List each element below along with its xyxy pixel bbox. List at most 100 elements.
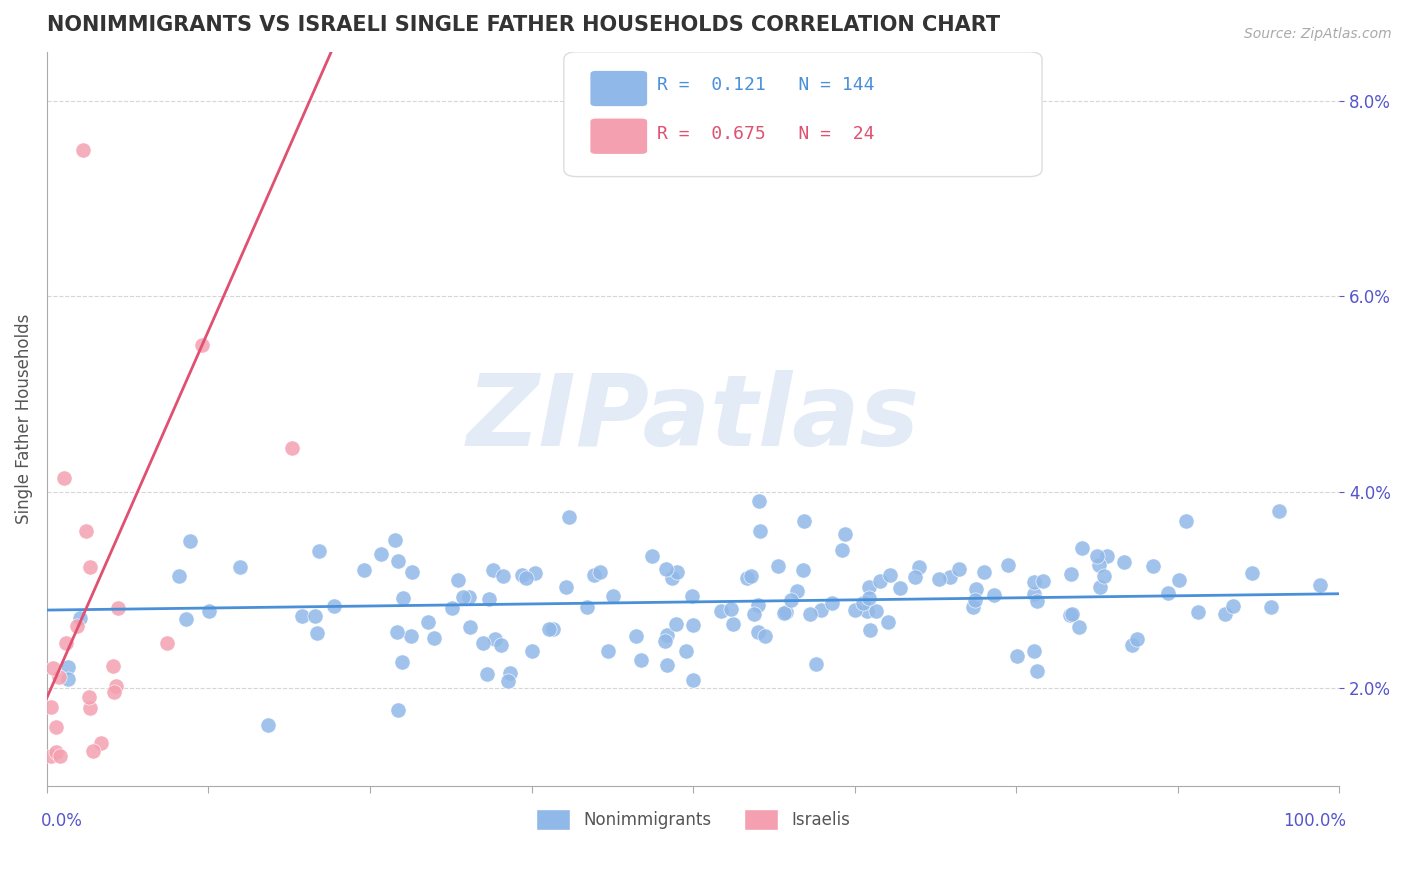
Nonimmigrants (472, 635, 495, 649)
Nonimmigrants (965, 593, 987, 607)
Nonimmigrants (176, 612, 198, 626)
Nonimmigrants (775, 605, 797, 619)
Nonimmigrants (844, 603, 866, 617)
Nonimmigrants (747, 625, 769, 640)
Nonimmigrants (834, 527, 856, 541)
Nonimmigrants (475, 667, 498, 681)
Nonimmigrants (458, 590, 481, 604)
Israelis (53, 470, 76, 484)
Nonimmigrants (1024, 643, 1046, 657)
Nonimmigrants (810, 603, 832, 617)
Nonimmigrants (766, 559, 789, 574)
Nonimmigrants (665, 565, 688, 579)
Nonimmigrants (681, 589, 703, 603)
Nonimmigrants (440, 601, 463, 615)
Israelis (90, 736, 112, 750)
Nonimmigrants (740, 569, 762, 583)
Nonimmigrants (478, 591, 501, 606)
Nonimmigrants (229, 560, 252, 574)
Nonimmigrants (598, 644, 620, 658)
Nonimmigrants (742, 607, 765, 621)
Israelis (39, 749, 62, 764)
Nonimmigrants (1088, 581, 1111, 595)
Israelis (45, 720, 67, 734)
Text: Source: ZipAtlas.com: Source: ZipAtlas.com (1244, 27, 1392, 41)
Nonimmigrants (772, 606, 794, 620)
Nonimmigrants (56, 660, 79, 674)
Israelis (72, 143, 94, 157)
Nonimmigrants (661, 571, 683, 585)
Israelis (103, 659, 125, 673)
Nonimmigrants (387, 553, 409, 567)
Nonimmigrants (754, 629, 776, 643)
Nonimmigrants (748, 494, 770, 508)
Nonimmigrants (1025, 664, 1047, 678)
Nonimmigrants (1022, 587, 1045, 601)
Nonimmigrants (447, 574, 470, 588)
Nonimmigrants (69, 611, 91, 625)
Nonimmigrants (720, 602, 742, 616)
Nonimmigrants (370, 547, 392, 561)
Nonimmigrants (401, 565, 423, 579)
Nonimmigrants (179, 534, 201, 549)
Nonimmigrants (856, 604, 879, 618)
Nonimmigrants (458, 620, 481, 634)
Nonimmigrants (451, 591, 474, 605)
Nonimmigrants (1005, 648, 1028, 663)
Nonimmigrants (582, 568, 605, 582)
Israelis (79, 690, 101, 705)
Text: 0.0%: 0.0% (41, 812, 83, 830)
Nonimmigrants (721, 616, 744, 631)
Nonimmigrants (323, 599, 346, 613)
Nonimmigrants (630, 653, 652, 667)
Nonimmigrants (307, 626, 329, 640)
Nonimmigrants (1240, 566, 1263, 580)
Israelis (45, 745, 67, 759)
Israelis (79, 701, 101, 715)
Nonimmigrants (640, 549, 662, 563)
Nonimmigrants (908, 560, 931, 574)
Legend: Nonimmigrants, Israelis: Nonimmigrants, Israelis (530, 803, 856, 836)
Nonimmigrants (1222, 599, 1244, 613)
Nonimmigrants (1114, 554, 1136, 568)
Nonimmigrants (558, 509, 581, 524)
Nonimmigrants (786, 584, 808, 599)
Israelis (42, 661, 65, 675)
Nonimmigrants (1060, 566, 1083, 581)
Israelis (75, 524, 97, 539)
Nonimmigrants (747, 598, 769, 612)
Nonimmigrants (499, 666, 522, 681)
Israelis (39, 700, 62, 714)
Nonimmigrants (997, 558, 1019, 572)
Nonimmigrants (749, 524, 772, 539)
Israelis (48, 669, 70, 683)
Nonimmigrants (965, 582, 987, 596)
Nonimmigrants (482, 562, 505, 576)
Nonimmigrants (58, 672, 80, 686)
Text: R =  0.121   N = 144: R = 0.121 N = 144 (657, 76, 875, 94)
Nonimmigrants (353, 563, 375, 577)
Nonimmigrants (1088, 558, 1111, 573)
Nonimmigrants (392, 591, 415, 606)
Israelis (156, 636, 179, 650)
Nonimmigrants (655, 562, 678, 576)
Nonimmigrants (928, 573, 950, 587)
Nonimmigrants (1060, 607, 1083, 621)
Nonimmigrants (654, 633, 676, 648)
Nonimmigrants (523, 566, 546, 580)
Nonimmigrants (904, 570, 927, 584)
Nonimmigrants (554, 580, 576, 594)
Nonimmigrants (780, 593, 803, 607)
Nonimmigrants (735, 571, 758, 585)
Text: ZIPatlas: ZIPatlas (467, 370, 920, 467)
Nonimmigrants (401, 629, 423, 643)
Nonimmigrants (423, 631, 446, 645)
Nonimmigrants (1121, 638, 1143, 652)
Nonimmigrants (510, 568, 533, 582)
Nonimmigrants (962, 600, 984, 615)
Israelis (103, 685, 125, 699)
Israelis (280, 442, 302, 456)
Nonimmigrants (792, 563, 814, 577)
Y-axis label: Single Father Households: Single Father Households (15, 314, 32, 524)
Nonimmigrants (831, 543, 853, 558)
